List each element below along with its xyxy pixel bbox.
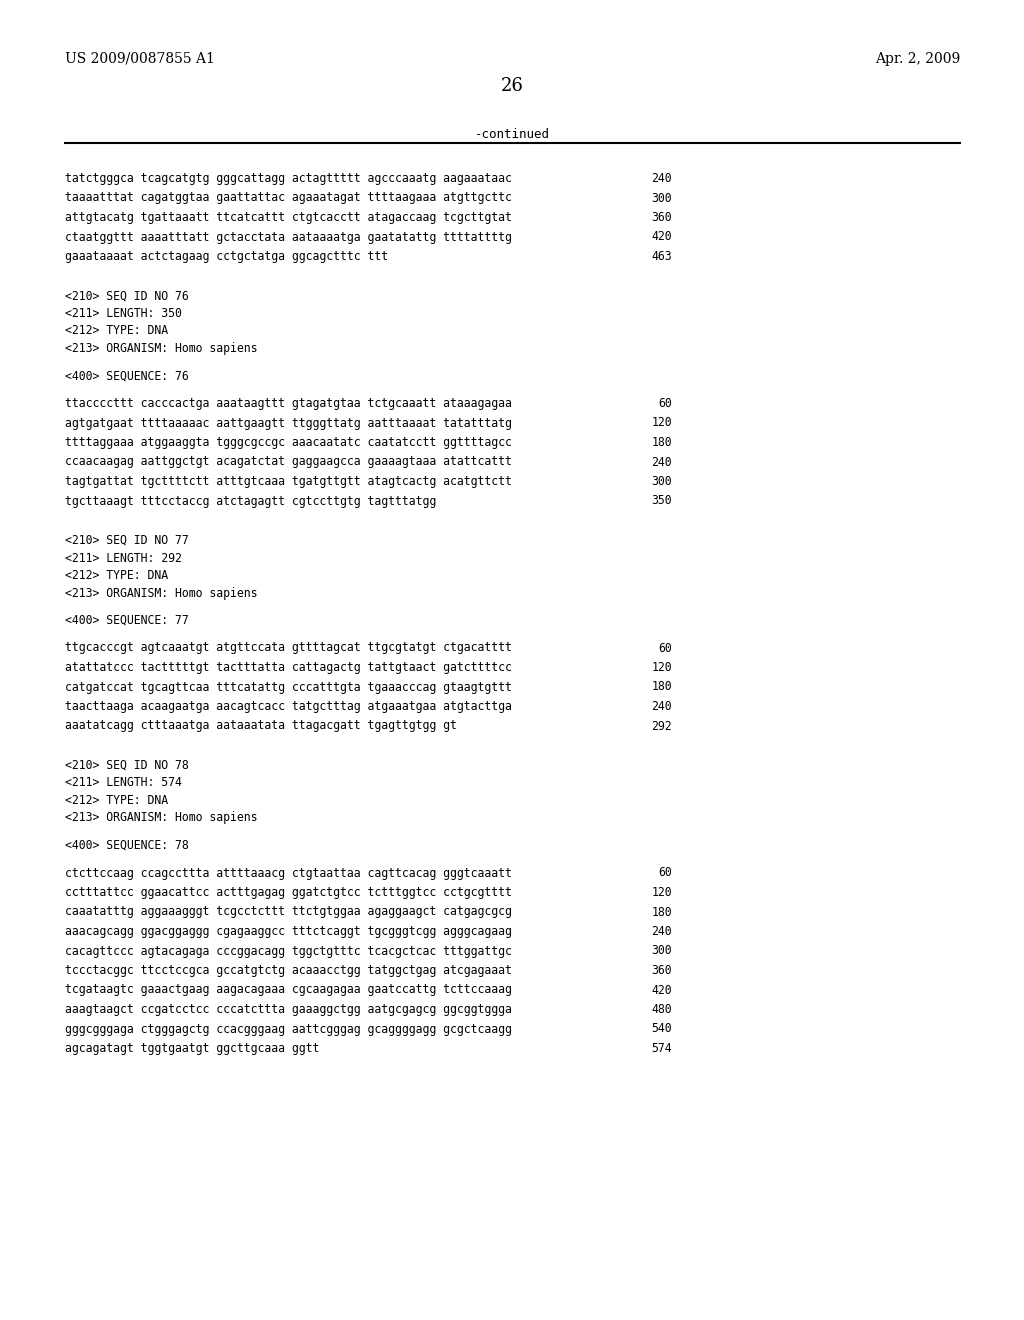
Text: 420: 420: [651, 231, 672, 243]
Text: 180: 180: [651, 436, 672, 449]
Text: tccctacggc ttcctccgca gccatgtctg acaaacctgg tatggctgag atcgagaaat: tccctacggc ttcctccgca gccatgtctg acaaacc…: [65, 964, 512, 977]
Text: <212> TYPE: DNA: <212> TYPE: DNA: [65, 569, 168, 582]
Text: aaatatcagg ctttaaatga aataaatata ttagacgatt tgagttgtgg gt: aaatatcagg ctttaaatga aataaatata ttagacg…: [65, 719, 457, 733]
Text: <211> LENGTH: 292: <211> LENGTH: 292: [65, 552, 182, 565]
Text: <400> SEQUENCE: 78: <400> SEQUENCE: 78: [65, 840, 188, 851]
Text: US 2009/0087855 A1: US 2009/0087855 A1: [65, 51, 215, 66]
Text: ctcttccaag ccagccttta attttaaacg ctgtaattaa cagttcacag gggtcaaatt: ctcttccaag ccagccttta attttaaacg ctgtaat…: [65, 866, 512, 879]
Text: 540: 540: [651, 1023, 672, 1035]
Text: <211> LENGTH: 574: <211> LENGTH: 574: [65, 776, 182, 789]
Text: agtgatgaat ttttaaaaac aattgaagtt ttgggttatg aatttaaaat tatatttatg: agtgatgaat ttttaaaaac aattgaagtt ttgggtt…: [65, 417, 512, 429]
Text: 240: 240: [651, 172, 672, 185]
Text: gaaataaaat actctagaag cctgctatga ggcagctttc ttt: gaaataaaat actctagaag cctgctatga ggcagct…: [65, 249, 388, 263]
Text: 240: 240: [651, 455, 672, 469]
Text: 60: 60: [658, 866, 672, 879]
Text: cctttattcc ggaacattcc actttgagag ggatctgtcc tctttggtcc cctgcgtttt: cctttattcc ggaacattcc actttgagag ggatctg…: [65, 886, 512, 899]
Text: <211> LENGTH: 350: <211> LENGTH: 350: [65, 308, 182, 319]
Text: taacttaaga acaagaatga aacagtcacc tatgctttag atgaaatgaa atgtacttga: taacttaaga acaagaatga aacagtcacc tatgctt…: [65, 700, 512, 713]
Text: aaagtaagct ccgatcctcc cccatcttta gaaaggctgg aatgcgagcg ggcggtggga: aaagtaagct ccgatcctcc cccatcttta gaaaggc…: [65, 1003, 512, 1016]
Text: ttaccccttt cacccactga aaataagttt gtagatgtaa tctgcaaatt ataaagagaa: ttaccccttt cacccactga aaataagttt gtagatg…: [65, 397, 512, 411]
Text: 292: 292: [651, 719, 672, 733]
Text: catgatccat tgcagttcaa tttcatattg cccatttgta tgaaacccag gtaagtgttt: catgatccat tgcagttcaa tttcatattg cccattt…: [65, 681, 512, 693]
Text: 360: 360: [651, 211, 672, 224]
Text: ctaatggttt aaaatttatt gctacctata aataaaatga gaatatattg ttttattttg: ctaatggttt aaaatttatt gctacctata aataaaa…: [65, 231, 512, 243]
Text: 350: 350: [651, 495, 672, 507]
Text: 240: 240: [651, 925, 672, 939]
Text: ccaacaagag aattggctgt acagatctat gaggaagcca gaaaagtaaa atattcattt: ccaacaagag aattggctgt acagatctat gaggaag…: [65, 455, 512, 469]
Text: 26: 26: [501, 77, 523, 95]
Text: 180: 180: [651, 906, 672, 919]
Text: agcagatagt tggtgaatgt ggcttgcaaa ggtt: agcagatagt tggtgaatgt ggcttgcaaa ggtt: [65, 1041, 319, 1055]
Text: attgtacatg tgattaaatt ttcatcattt ctgtcacctt atagaccaag tcgcttgtat: attgtacatg tgattaaatt ttcatcattt ctgtcac…: [65, 211, 512, 224]
Text: taaaatttat cagatggtaa gaattattac agaaatagat ttttaagaaa atgttgcttc: taaaatttat cagatggtaa gaattattac agaaata…: [65, 191, 512, 205]
Text: 480: 480: [651, 1003, 672, 1016]
Text: 300: 300: [651, 475, 672, 488]
Text: <213> ORGANISM: Homo sapiens: <213> ORGANISM: Homo sapiens: [65, 342, 257, 355]
Text: <212> TYPE: DNA: <212> TYPE: DNA: [65, 325, 168, 338]
Text: 300: 300: [651, 945, 672, 957]
Text: 463: 463: [651, 249, 672, 263]
Text: <210> SEQ ID NO 76: <210> SEQ ID NO 76: [65, 289, 188, 302]
Text: 240: 240: [651, 700, 672, 713]
Text: aaacagcagg ggacggaggg cgagaaggcc tttctcaggt tgcgggtcgg agggcagaag: aaacagcagg ggacggaggg cgagaaggcc tttctca…: [65, 925, 512, 939]
Text: 574: 574: [651, 1041, 672, 1055]
Text: 300: 300: [651, 191, 672, 205]
Text: ttgcacccgt agtcaaatgt atgttccata gttttagcat ttgcgtatgt ctgacatttt: ttgcacccgt agtcaaatgt atgttccata gttttag…: [65, 642, 512, 655]
Text: tcgataagtc gaaactgaag aagacagaaa cgcaagagaa gaatccattg tcttccaaag: tcgataagtc gaaactgaag aagacagaaa cgcaaga…: [65, 983, 512, 997]
Text: tagtgattat tgcttttctt atttgtcaaa tgatgttgtt atagtcactg acatgttctt: tagtgattat tgcttttctt atttgtcaaa tgatgtt…: [65, 475, 512, 488]
Text: 120: 120: [651, 417, 672, 429]
Text: <213> ORGANISM: Homo sapiens: <213> ORGANISM: Homo sapiens: [65, 586, 257, 599]
Text: tatctgggca tcagcatgtg gggcattagg actagttttt agcccaaatg aagaaataac: tatctgggca tcagcatgtg gggcattagg actagtt…: [65, 172, 512, 185]
Text: 60: 60: [658, 397, 672, 411]
Text: -continued: -continued: [474, 128, 550, 141]
Text: <213> ORGANISM: Homo sapiens: <213> ORGANISM: Homo sapiens: [65, 812, 257, 825]
Text: 60: 60: [658, 642, 672, 655]
Text: 180: 180: [651, 681, 672, 693]
Text: <212> TYPE: DNA: <212> TYPE: DNA: [65, 795, 168, 807]
Text: ttttaggaaa atggaaggta tgggcgccgc aaacaatatc caatatcctt ggttttagcc: ttttaggaaa atggaaggta tgggcgccgc aaacaat…: [65, 436, 512, 449]
Text: tgcttaaagt tttcctaccg atctagagtt cgtccttgtg tagtttatgg: tgcttaaagt tttcctaccg atctagagtt cgtcctt…: [65, 495, 436, 507]
Text: atattatccc tactttttgt tactttatta cattagactg tattgtaact gatcttttcc: atattatccc tactttttgt tactttatta cattaga…: [65, 661, 512, 675]
Text: <400> SEQUENCE: 76: <400> SEQUENCE: 76: [65, 370, 188, 383]
Text: <400> SEQUENCE: 77: <400> SEQUENCE: 77: [65, 614, 188, 627]
Text: caaatatttg aggaaagggt tcgcctcttt ttctgtggaa agaggaagct catgagcgcg: caaatatttg aggaaagggt tcgcctcttt ttctgtg…: [65, 906, 512, 919]
Text: <210> SEQ ID NO 78: <210> SEQ ID NO 78: [65, 759, 188, 772]
Text: <210> SEQ ID NO 77: <210> SEQ ID NO 77: [65, 535, 188, 546]
Text: 360: 360: [651, 964, 672, 977]
Text: cacagttccc agtacagaga cccggacagg tggctgtttc tcacgctcac tttggattgc: cacagttccc agtacagaga cccggacagg tggctgt…: [65, 945, 512, 957]
Text: 420: 420: [651, 983, 672, 997]
Text: 120: 120: [651, 661, 672, 675]
Text: gggcgggaga ctgggagctg ccacgggaag aattcgggag gcaggggagg gcgctcaagg: gggcgggaga ctgggagctg ccacgggaag aattcgg…: [65, 1023, 512, 1035]
Text: 120: 120: [651, 886, 672, 899]
Text: Apr. 2, 2009: Apr. 2, 2009: [874, 51, 961, 66]
